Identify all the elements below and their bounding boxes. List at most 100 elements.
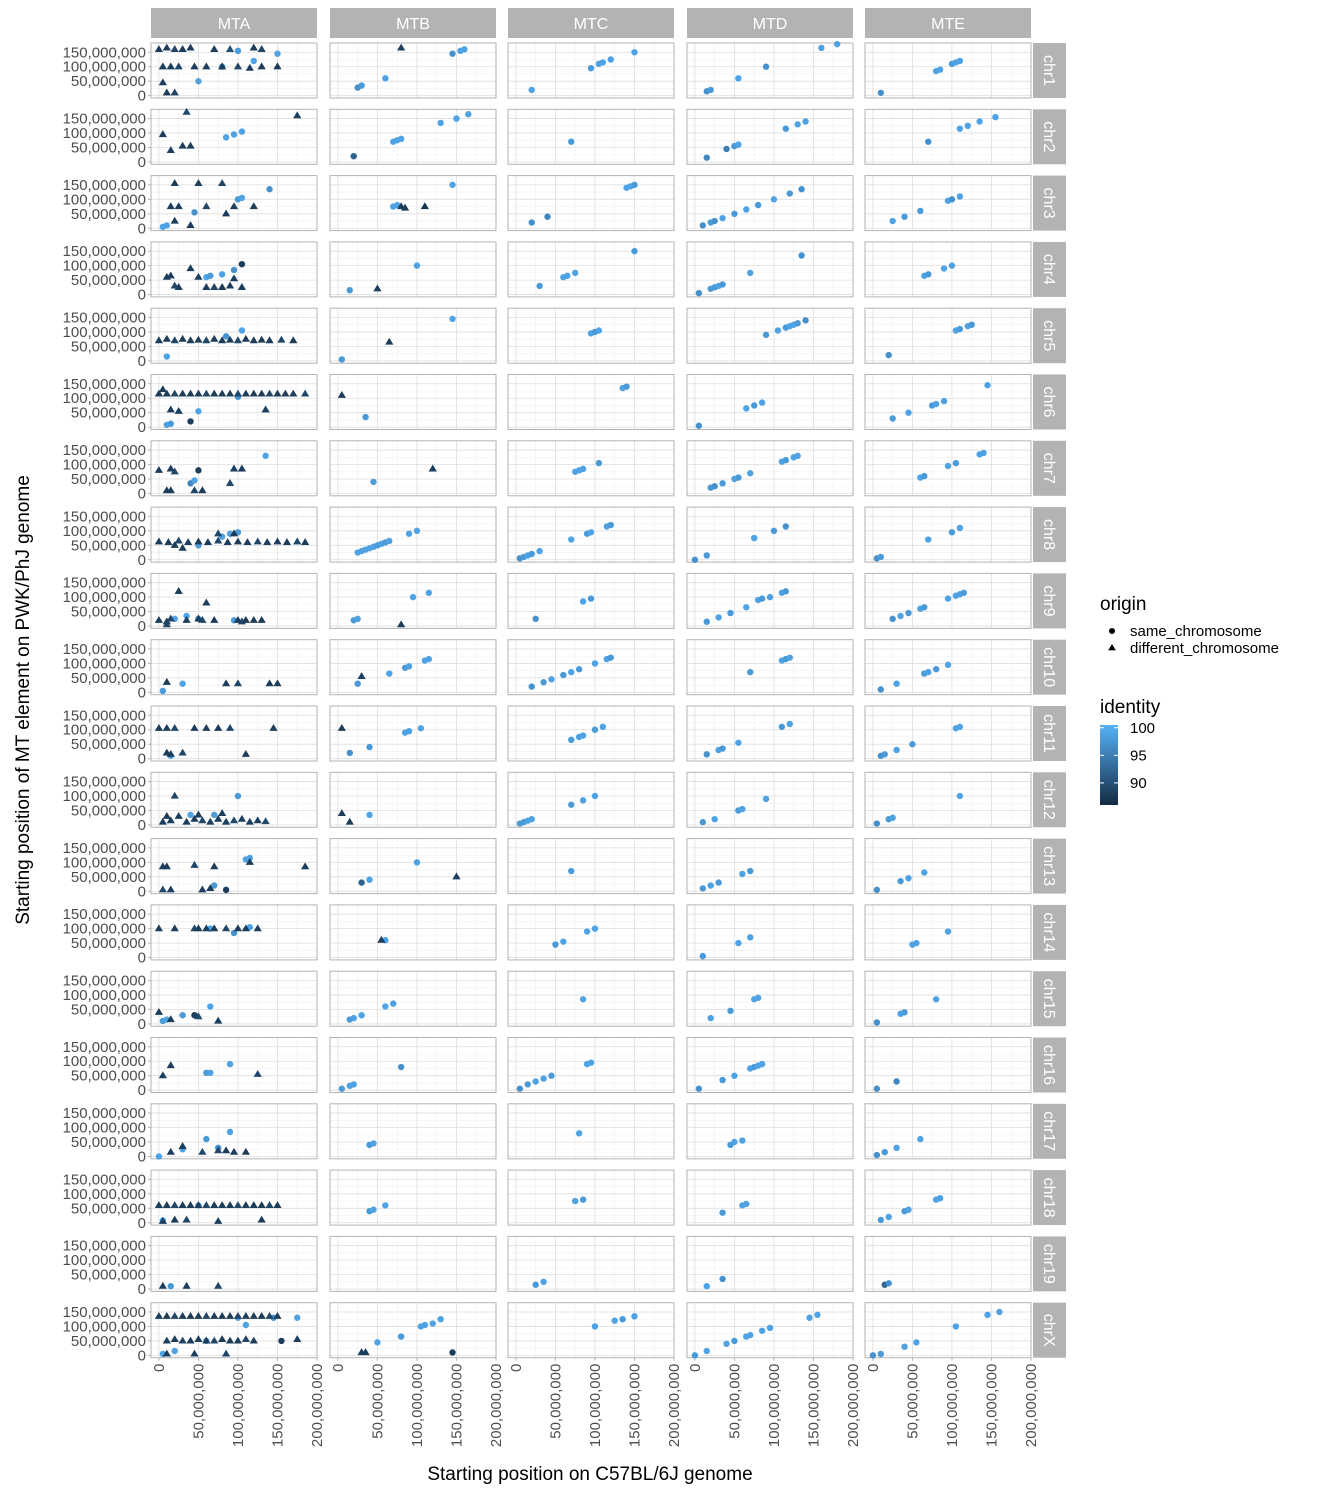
triangle-point	[273, 1311, 282, 1319]
triangle-point	[186, 1311, 195, 1319]
point	[715, 879, 722, 886]
triangle-point	[174, 811, 183, 819]
panel	[687, 507, 853, 563]
panel-border	[686, 1037, 854, 1093]
point	[893, 680, 900, 687]
panel-border	[150, 374, 318, 430]
point	[909, 741, 916, 748]
triangle-point	[178, 45, 187, 52]
point	[397, 1333, 405, 1340]
triangle-point	[158, 885, 167, 893]
row-strip	[1033, 971, 1066, 1027]
point	[413, 262, 421, 269]
column-strip-label: MTE	[931, 16, 965, 33]
point	[405, 663, 413, 670]
row-strip	[1033, 838, 1066, 894]
panel-border	[507, 1103, 675, 1160]
triangle-point	[337, 723, 346, 731]
panel-border	[507, 506, 675, 563]
row-strip-label: chr4	[1040, 254, 1057, 285]
point	[806, 1314, 813, 1321]
point	[191, 209, 198, 216]
triangle-point	[229, 274, 239, 282]
triangle-point	[253, 816, 262, 824]
triangle-point	[218, 1335, 227, 1343]
point	[695, 289, 703, 297]
triangle-point	[178, 1336, 187, 1344]
triangle-point	[166, 816, 175, 824]
panel-border	[686, 1103, 854, 1160]
row-strip	[1033, 440, 1066, 496]
y-tick-label: 100,000,000	[63, 589, 146, 606]
triangle-point	[198, 486, 207, 494]
triangle-point	[186, 389, 195, 397]
panel-border	[686, 639, 854, 696]
triangle-point	[194, 810, 203, 818]
y-tick-label: 50,000,000	[71, 1001, 146, 1018]
panel	[687, 706, 853, 761]
column-strip	[687, 8, 853, 38]
panel-border	[864, 970, 1032, 1027]
triangle-point	[249, 615, 258, 623]
panel	[865, 43, 1031, 98]
point	[723, 145, 730, 153]
panel-border	[864, 1235, 1032, 1292]
triangle-point	[265, 679, 274, 687]
triangle-point	[166, 885, 175, 893]
triangle-point	[210, 283, 219, 290]
y-tick-label: 150,000,000	[63, 641, 146, 658]
y-tick-label: 0	[138, 883, 146, 900]
point	[540, 1278, 547, 1286]
row-strip-label: chr9	[1040, 585, 1057, 616]
triangle-point	[357, 672, 366, 680]
row-strip	[1033, 109, 1066, 165]
panel	[687, 109, 853, 165]
triangle-point	[241, 1311, 250, 1319]
point	[754, 994, 762, 1002]
y-tick-label: 150,000,000	[63, 309, 146, 326]
panel-border	[686, 838, 854, 895]
panel-border	[150, 175, 318, 232]
point	[747, 934, 754, 941]
panel	[865, 1103, 1031, 1159]
point	[413, 859, 421, 866]
triangle-point	[182, 817, 191, 825]
point	[560, 671, 567, 679]
point	[703, 154, 710, 161]
panel-border	[150, 771, 318, 828]
panel-border	[507, 241, 675, 298]
triangle-point	[166, 464, 175, 472]
triangle-point	[221, 1349, 231, 1357]
y-tick-label: 50,000,000	[71, 537, 146, 554]
y-tick-label: 50,000,000	[71, 338, 146, 355]
triangle-point	[162, 334, 171, 342]
triangle-point	[162, 677, 171, 685]
point	[743, 604, 750, 611]
x-tick-label: 100,000,000	[230, 1364, 247, 1447]
triangle-point	[245, 63, 254, 71]
x-tick-label: 150,000,000	[448, 1364, 465, 1447]
panel	[330, 1103, 496, 1159]
row-strip	[1033, 507, 1066, 563]
point	[952, 459, 960, 467]
triangle-point	[241, 389, 250, 397]
point	[437, 119, 444, 127]
panel	[687, 1236, 853, 1292]
point	[238, 128, 246, 135]
triangle-point	[170, 88, 179, 96]
point	[390, 1000, 397, 1007]
panel-border	[686, 175, 854, 232]
triangle-point	[190, 486, 199, 494]
triangle-point	[241, 334, 250, 342]
triangle-point	[265, 1311, 274, 1319]
point	[936, 66, 944, 73]
point	[885, 1213, 892, 1221]
point	[579, 465, 587, 473]
triangle-point	[162, 620, 171, 628]
point	[735, 739, 742, 746]
triangle-point	[164, 538, 173, 546]
point	[703, 1347, 710, 1355]
panel-border	[507, 42, 675, 99]
point	[723, 1340, 730, 1348]
point	[893, 1078, 900, 1085]
